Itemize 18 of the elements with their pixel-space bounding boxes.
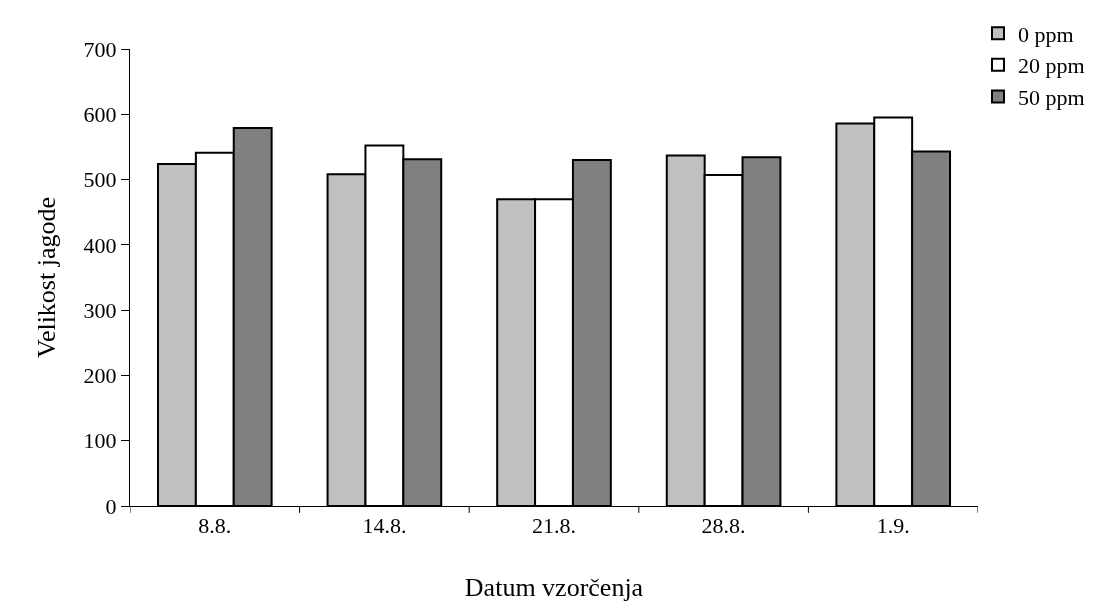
x-tick-label: 28.8. xyxy=(701,513,746,539)
x-tick-label: 8.8. xyxy=(198,513,232,539)
x-axis-title: Datum vzorčenja xyxy=(464,573,644,603)
y-tick-label: 700 xyxy=(83,36,117,62)
x-tick-label: 14.8. xyxy=(362,513,407,539)
x-tick-label: 1.9. xyxy=(876,513,910,539)
y-tick-label: 600 xyxy=(83,101,117,127)
y-tick-label: 500 xyxy=(83,167,117,193)
y-axis-title: Velikost jagode xyxy=(32,196,61,359)
legend-label: 50 ppm xyxy=(1018,85,1085,111)
y-tick-label: 300 xyxy=(83,297,117,323)
y-tick-label: 100 xyxy=(83,428,117,454)
y-tick-label: 0 xyxy=(105,493,117,519)
legend-label: 0 ppm xyxy=(1018,21,1074,47)
legend-label: 20 ppm xyxy=(1018,53,1085,79)
y-tick-label: 200 xyxy=(83,363,117,389)
y-tick-label: 400 xyxy=(83,232,117,258)
x-tick-label: 21.8. xyxy=(532,513,576,539)
